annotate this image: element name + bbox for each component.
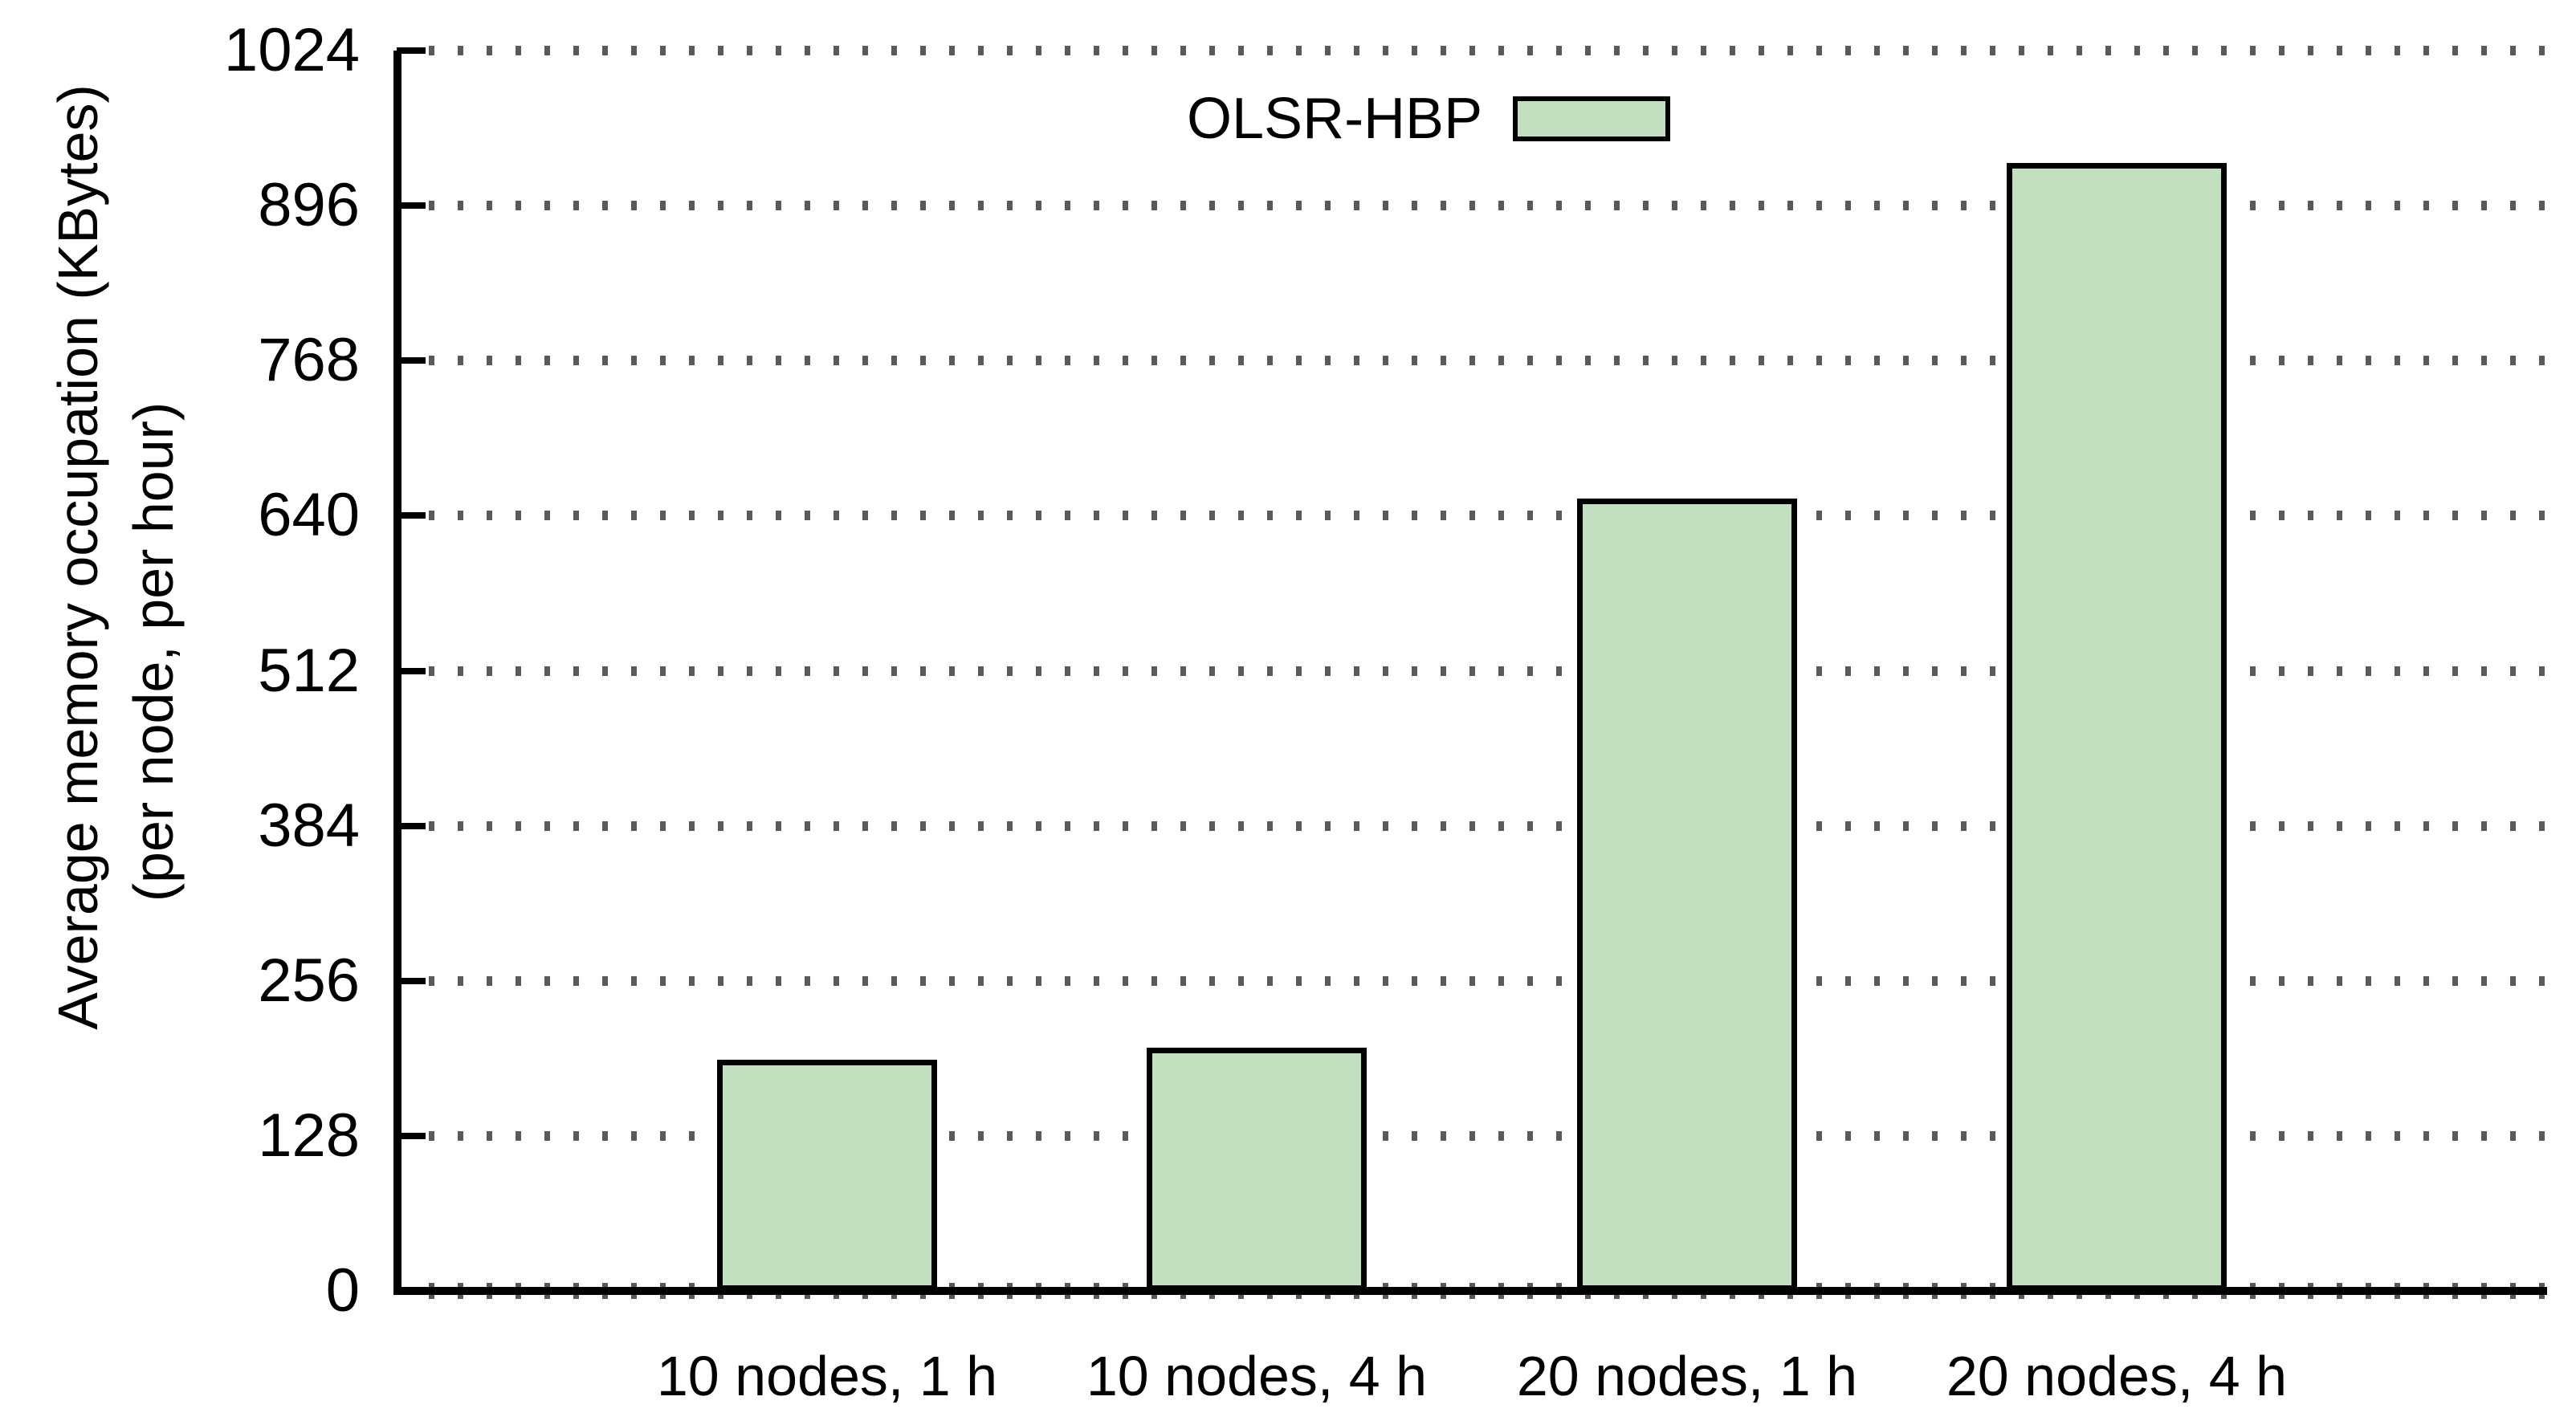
bar-10-nodes-1-h <box>717 1060 937 1291</box>
y-tick-384 <box>397 823 426 829</box>
y-tick-label-1024: 1024 <box>223 16 360 84</box>
y-tick-label-640: 640 <box>258 481 360 549</box>
y-tick-512 <box>397 668 426 674</box>
y-tick-label-0: 0 <box>325 1256 360 1325</box>
legend-swatch <box>1513 96 1671 141</box>
bar-10-nodes-4-h <box>1147 1048 1367 1291</box>
gridline-1024 <box>429 46 2547 55</box>
gridline-640 <box>429 511 2547 520</box>
x-tick-label-2: 10 nodes, 4 h <box>1086 1345 1428 1407</box>
gridline-256 <box>429 976 2547 986</box>
y-tick-label-896: 896 <box>258 171 360 239</box>
gridline-384 <box>429 821 2547 831</box>
bar-20-nodes-4-h <box>2007 163 2227 1291</box>
gridline-512 <box>429 666 2547 676</box>
y-tick-256 <box>397 978 426 984</box>
legend-label: OLSR-HBP <box>1187 87 1483 151</box>
y-tick-640 <box>397 512 426 519</box>
y-tick-label-768: 768 <box>258 326 360 394</box>
x-axis-line <box>393 1287 2547 1295</box>
gridline-896 <box>429 201 2547 210</box>
y-tick-1024 <box>397 47 426 54</box>
y-tick-768 <box>397 357 426 364</box>
y-tick-label-256: 256 <box>258 947 360 1015</box>
y-tick-128 <box>397 1133 426 1139</box>
y-tick-label-128: 128 <box>258 1101 360 1170</box>
x-tick-label-3: 20 nodes, 1 h <box>1516 1345 1858 1407</box>
x-tick-label-4: 20 nodes, 4 h <box>1946 1345 2288 1407</box>
y-tick-896 <box>397 202 426 209</box>
x-tick-label-1: 10 nodes, 1 h <box>656 1345 998 1407</box>
legend: OLSR-HBP <box>1187 87 1671 151</box>
gridline-768 <box>429 356 2547 365</box>
y-tick-label-512: 512 <box>258 637 360 705</box>
bar-20-nodes-1-h <box>1577 499 1797 1291</box>
y-tick-label-384: 384 <box>258 792 360 860</box>
